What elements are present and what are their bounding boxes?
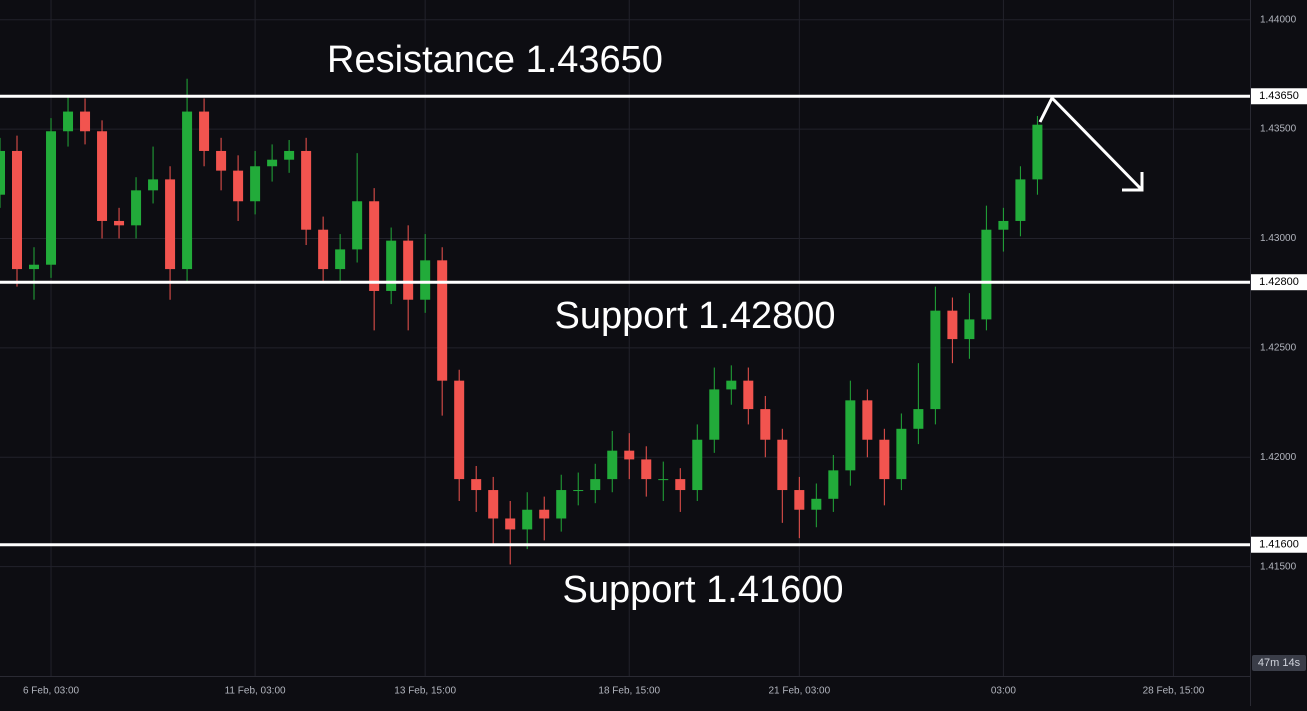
candle-body: [641, 459, 652, 480]
candle-body: [318, 229, 329, 270]
candle-body: [114, 220, 125, 226]
arrow-head: [1122, 172, 1144, 192]
y-tick-label: 1.42500: [1260, 342, 1297, 353]
candle-body: [12, 150, 23, 270]
level-price-label: 1.43650: [1259, 90, 1299, 102]
candle-body: [794, 490, 805, 510]
y-tick-label: 1.43500: [1260, 124, 1297, 135]
candle-body: [29, 264, 40, 270]
y-tick-label: 1.41500: [1260, 561, 1297, 572]
candle-body: [284, 150, 295, 160]
x-tick-label: 03:00: [991, 686, 1016, 697]
candle-body: [63, 111, 74, 132]
x-tick-label: 28 Feb, 15:00: [1143, 686, 1205, 697]
candle-body: [675, 479, 686, 491]
y-tick-label: 1.44000: [1260, 14, 1297, 25]
x-tick-label: 13 Feb, 15:00: [394, 686, 456, 697]
candle-body: [352, 201, 363, 250]
candle-body: [998, 220, 1009, 230]
candle-body: [250, 166, 261, 202]
candle-body: [1015, 179, 1026, 221]
countdown: 47m 14s: [1258, 657, 1301, 669]
candle-body: [46, 131, 57, 265]
y-tick-label: 1.43000: [1260, 233, 1297, 244]
level-annotation: Support 1.41600: [562, 569, 843, 611]
level-annotation: Resistance 1.43650: [327, 39, 663, 81]
x-tick-label: 6 Feb, 03:00: [23, 686, 80, 697]
candle-body: [828, 470, 839, 499]
x-tick-label: 11 Feb, 03:00: [225, 686, 286, 697]
candle-body: [420, 260, 431, 300]
candle-body: [301, 150, 312, 230]
candle-body: [216, 150, 227, 171]
candle-body: [760, 409, 771, 440]
x-tick-label: 21 Feb, 03:00: [768, 686, 830, 697]
candle-body: [845, 400, 856, 471]
candle-body: [896, 428, 907, 480]
candle-body: [233, 170, 244, 202]
y-tick-label: 1.42000: [1260, 452, 1297, 463]
projection-arrow: [1038, 95, 1144, 192]
level-price-box: [1251, 536, 1307, 553]
candle-body: [811, 498, 822, 510]
candle-body: [182, 111, 193, 270]
candle-body: [335, 249, 346, 270]
candle-body: [148, 179, 159, 191]
candle-body: [624, 450, 635, 460]
candle-body: [0, 150, 5, 195]
candle-body: [692, 439, 703, 491]
level-price-box: [1251, 274, 1307, 291]
countdown-box: [1252, 655, 1306, 671]
candle-body: [862, 400, 873, 440]
candle-body: [743, 380, 754, 410]
candle-body: [267, 159, 278, 167]
candle-body: [199, 111, 210, 151]
candle-body: [165, 179, 176, 270]
candle-body: [539, 509, 550, 519]
level-price-label: 1.42800: [1259, 276, 1299, 288]
candle-body: [607, 450, 618, 480]
candle-body: [454, 380, 465, 480]
level-annotation: Support 1.42800: [554, 295, 835, 337]
candle-body: [369, 201, 380, 291]
candle-body: [386, 240, 397, 291]
candle-body: [947, 310, 958, 340]
candle-body: [709, 389, 720, 440]
candle-body: [1032, 124, 1043, 180]
candle-body: [556, 490, 567, 519]
x-tick-label: 18 Feb, 15:00: [598, 686, 660, 697]
candle-body: [726, 380, 737, 390]
candle-body: [981, 229, 992, 320]
level-price-label: 1.41600: [1259, 539, 1299, 551]
candle-body: [403, 240, 414, 300]
candle-body: [505, 518, 516, 530]
candle-body: [471, 479, 482, 491]
level-price-box: [1251, 88, 1307, 105]
candle-body: [879, 439, 890, 480]
candle-body: [913, 409, 924, 429]
candle-body: [573, 490, 584, 492]
candle-body: [437, 260, 448, 381]
candle-body: [964, 319, 975, 340]
candle-body: [131, 190, 142, 226]
candle-body: [777, 439, 788, 491]
candle-body: [522, 509, 533, 530]
candle-body: [488, 490, 499, 519]
candle-body: [80, 111, 91, 132]
candle-body: [97, 131, 108, 221]
candle-body: [590, 479, 601, 491]
candle-body: [930, 310, 941, 410]
candle-body: [658, 479, 669, 481]
